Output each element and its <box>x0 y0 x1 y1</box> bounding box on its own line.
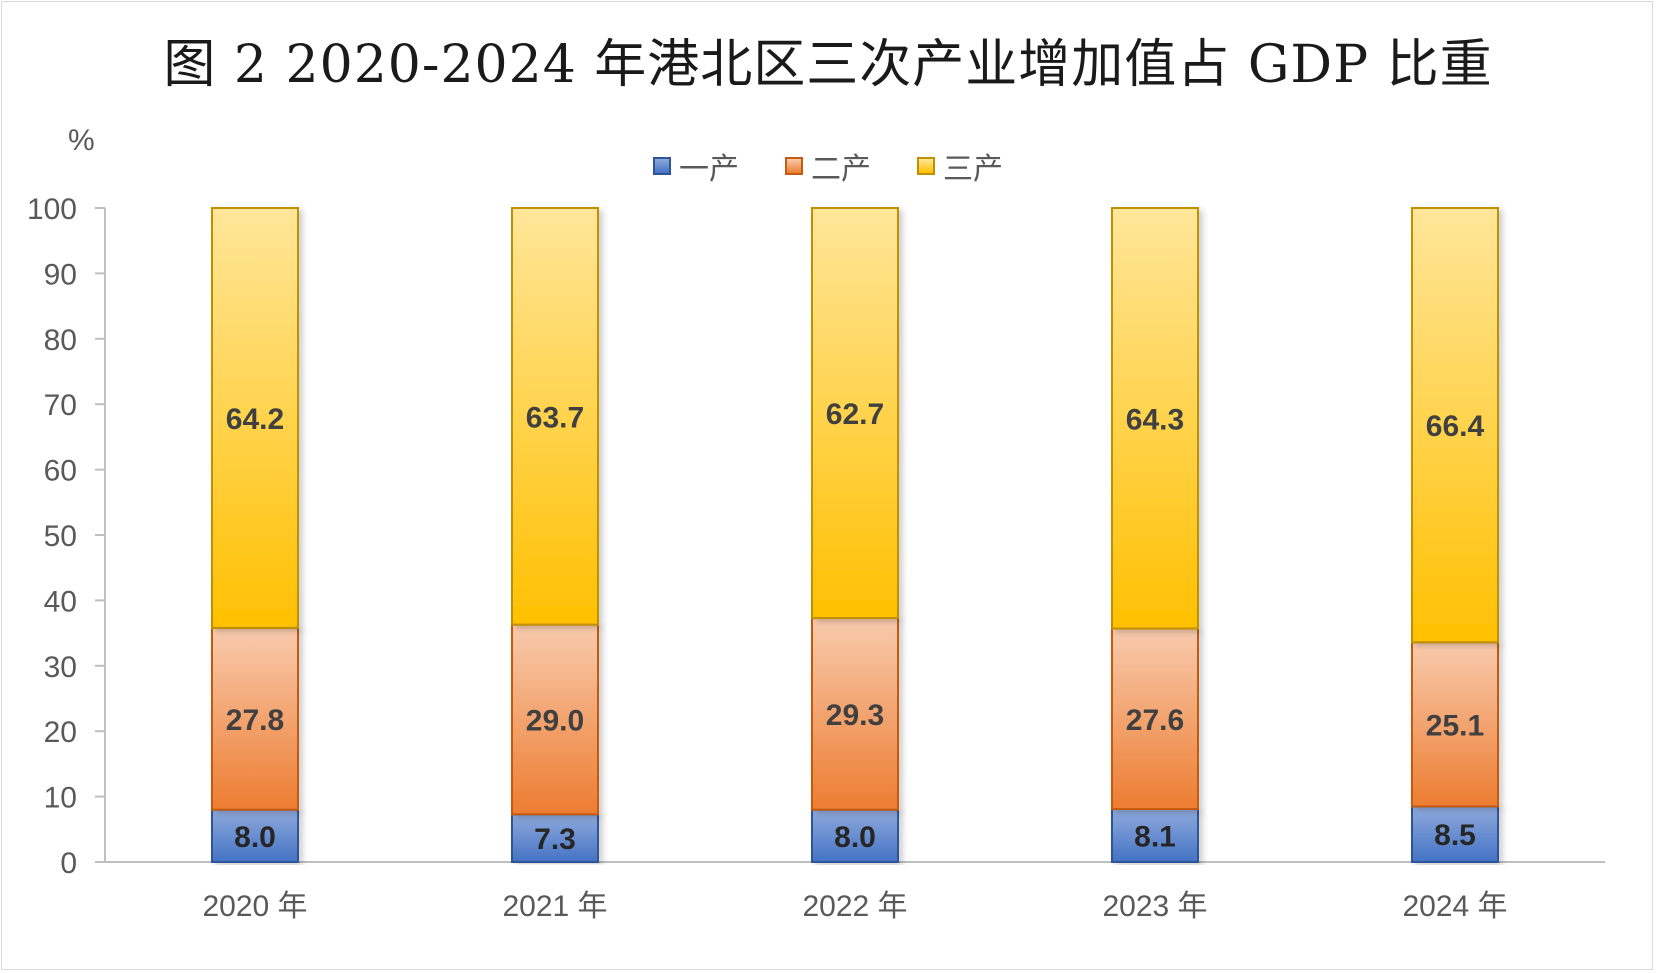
legend-label-primary: 一产 <box>679 152 739 187</box>
x-tick-label: 2022 年 <box>802 890 907 923</box>
bar-segment <box>211 626 299 811</box>
y-tick-label: 30 <box>44 651 77 684</box>
y-tick-label: 50 <box>44 520 77 553</box>
x-tick-label: 2020 年 <box>202 890 307 923</box>
bar-segment <box>211 207 299 629</box>
data-label: 25.1 <box>1426 709 1484 742</box>
y-tick-label: 70 <box>44 389 77 422</box>
legend-label-tertiary: 三产 <box>943 152 1003 187</box>
y-tick-label: 20 <box>44 716 77 749</box>
y-tick-label: 80 <box>44 324 77 357</box>
y-tick-label: 10 <box>44 782 77 815</box>
data-label: 8.0 <box>834 821 876 854</box>
data-label: 29.0 <box>526 704 584 737</box>
x-tick-label: 2023 年 <box>1102 890 1207 923</box>
data-label: 8.1 <box>1134 821 1176 854</box>
data-label: 27.8 <box>226 704 284 737</box>
bar-segment <box>1411 207 1499 644</box>
bar-segment <box>511 623 599 816</box>
legend-swatch-tertiary <box>917 157 935 175</box>
chart-title: 图 2 2020-2024 年港北区三次产业增加值占 GDP 比重 <box>163 35 1493 95</box>
x-tick-label: 2021 年 <box>502 890 607 923</box>
bar-segment <box>1411 805 1499 863</box>
data-label: 66.4 <box>1426 410 1485 443</box>
data-label: 27.6 <box>1126 704 1184 737</box>
y-tick-label: 40 <box>44 585 77 618</box>
x-tick-label: 2024 年 <box>1402 890 1507 923</box>
legend-item-secondary: 二产 <box>785 144 871 188</box>
y-tick-label: 100 <box>27 193 77 226</box>
y-tick-label: 60 <box>44 455 77 488</box>
y-axis-unit: % <box>68 124 95 157</box>
y-tick-label: 0 <box>60 847 77 880</box>
bar-segment <box>1111 207 1199 630</box>
legend: 一产 二产 三产 <box>0 144 1656 188</box>
legend-label-secondary: 二产 <box>811 152 871 187</box>
bar-segment <box>511 813 599 863</box>
bar-segment <box>1411 641 1499 808</box>
data-label: 62.7 <box>826 398 884 431</box>
bar-segment <box>511 207 599 626</box>
bar-segment <box>811 617 899 811</box>
legend-item-primary: 一产 <box>653 144 739 188</box>
legend-item-tertiary: 三产 <box>917 144 1003 188</box>
legend-swatch-primary <box>653 157 671 175</box>
data-label: 8.5 <box>1434 819 1476 852</box>
data-label: 7.3 <box>534 823 576 856</box>
data-label: 8.0 <box>234 821 276 854</box>
bar-segment <box>811 207 899 620</box>
data-label: 29.3 <box>826 699 884 732</box>
data-label: 64.2 <box>226 403 284 436</box>
data-label: 64.3 <box>1126 403 1184 436</box>
legend-swatch-secondary <box>785 157 803 175</box>
bar-segment <box>1111 627 1199 811</box>
data-label: 63.7 <box>526 401 584 434</box>
y-tick-label: 90 <box>44 258 77 291</box>
